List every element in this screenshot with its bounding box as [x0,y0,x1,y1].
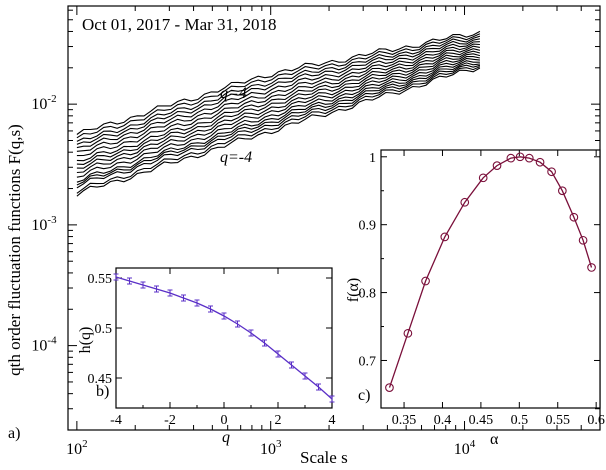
series-line-q4 [76,30,481,135]
inset-c-x-tick-label: 0.4 [434,413,452,428]
inset-b-x-tick-label: 4 [329,413,336,428]
series-line-q1 [76,45,480,157]
inset-c-data-point [492,161,502,170]
inset-c-x-tick-label: 0.45 [469,413,494,428]
q-top-label: q=4 [220,85,247,102]
series-line-q-3 [76,64,481,189]
inset-b-y-tick-label: 0.5 [95,322,113,337]
inset-b-x-tick-label: -2 [164,413,176,428]
inset-b-axis-ticks: -4 -2 0 2 4 0.45 0.5 0.55 [88,268,336,428]
series-line-q3p5 [76,33,481,139]
inset-c-x-tick-label: 0.35 [392,413,417,428]
inset-b-background [116,268,332,408]
date-range-annotation: Oct 01, 2017 - Mar 31, 2018 [82,15,277,34]
inset-c-x-tick-label: 0.55 [545,413,570,428]
inset-c-singularity-spectrum: 0.35 0.4 0.45 0.5 0.55 0.6 0.7 0.8 0.9 1 α f(α) c… [345,149,605,448]
inset-c-axis-ticks: 0.35 0.4 0.45 0.5 0.55 0.6 0.7 0.8 0.9 1 [359,150,605,428]
series-line-q-2p5 [76,62,480,186]
inset-c-y-tick-label: 0.8 [359,287,377,302]
inset-c-y-label: f(α) [345,278,362,302]
inset-c-data-point [569,212,579,222]
panel-label-a: a) [8,425,20,442]
inset-c-series [385,152,596,392]
series-line-q0p5 [76,48,481,162]
series-line-q2 [76,41,480,149]
main-y-tick-label: 10-4 [31,335,57,355]
main-y-tick-label: 10-3 [31,214,57,234]
inset-c-data-point [524,153,534,163]
inset-c-x-tick-label: 0.6 [587,413,605,428]
main-x-axis-label: Scale s [300,448,348,467]
panel-label-c: c) [358,387,370,404]
main-x-tick-label: 103 [260,438,282,458]
inset-b-x-label: q [222,429,230,446]
inset-c-x-tick-label: 0.5 [511,413,529,428]
inset-b-x-tick-label: -4 [110,413,122,428]
inset-c-data-point [440,232,450,242]
series-line-q0 [76,50,481,165]
inset-c-y-tick-label: 1 [369,151,376,166]
series-line-q1p5 [76,43,480,152]
inset-b-x-tick-label: 0 [221,413,228,428]
series-line-q-1 [76,56,481,174]
inset-c-data-point [506,153,516,163]
series-line-q-2 [76,60,480,183]
series-line-q-4 [76,67,481,197]
series-line-q2p5 [76,38,481,145]
inset-b-series [113,273,335,403]
inset-b-y-tick-label: 0.45 [88,372,113,387]
inset-c-background [381,150,600,408]
inset-b-y-label: h(q) [77,327,94,354]
inset-c-frame [380,149,601,409]
inset-b-y-tick-label: 0.55 [88,272,113,287]
main-y-axis-label: qth order fluctuation functions F(q,s) [5,124,24,376]
main-x-tick-label: 102 [66,438,88,458]
inset-c-data-point [547,167,556,177]
main-x-tick-label: 104 [454,438,476,458]
inset-c-data-point [587,263,596,272]
panel-label-b: b) [96,383,109,400]
q-bottom-label: q=-4 [220,149,252,166]
series-line-q-0p5 [76,53,481,169]
inset-b-hurst-exponent: -4 -2 0 2 4 0.45 0.5 0.55 q h(q) b) [77,267,336,446]
main-series-lines [76,30,481,197]
inset-b-x-tick-label: 2 [275,413,282,428]
inset-c-y-tick-label: 0.7 [359,354,377,369]
inset-c-data-point [421,276,430,286]
inset-c-data-point [385,383,394,392]
inset-c-data-point [535,157,545,167]
series-line-q3 [76,35,481,142]
inset-c-data-point [557,186,567,196]
inset-c-x-label: α [490,431,499,448]
inset-c-data-point [578,235,588,245]
series-line-q-3p5 [76,66,481,194]
inset-c-data-point [460,197,470,207]
inset-c-data-point [403,328,413,338]
inset-c-data-point [515,152,525,162]
main-y-tick-label: 10-2 [31,93,56,113]
inset-c-y-tick-label: 0.9 [359,219,377,234]
inset-c-spectrum-line [388,156,593,388]
inset-c-data-point [478,173,488,183]
series-line-q-1p5 [76,57,480,178]
